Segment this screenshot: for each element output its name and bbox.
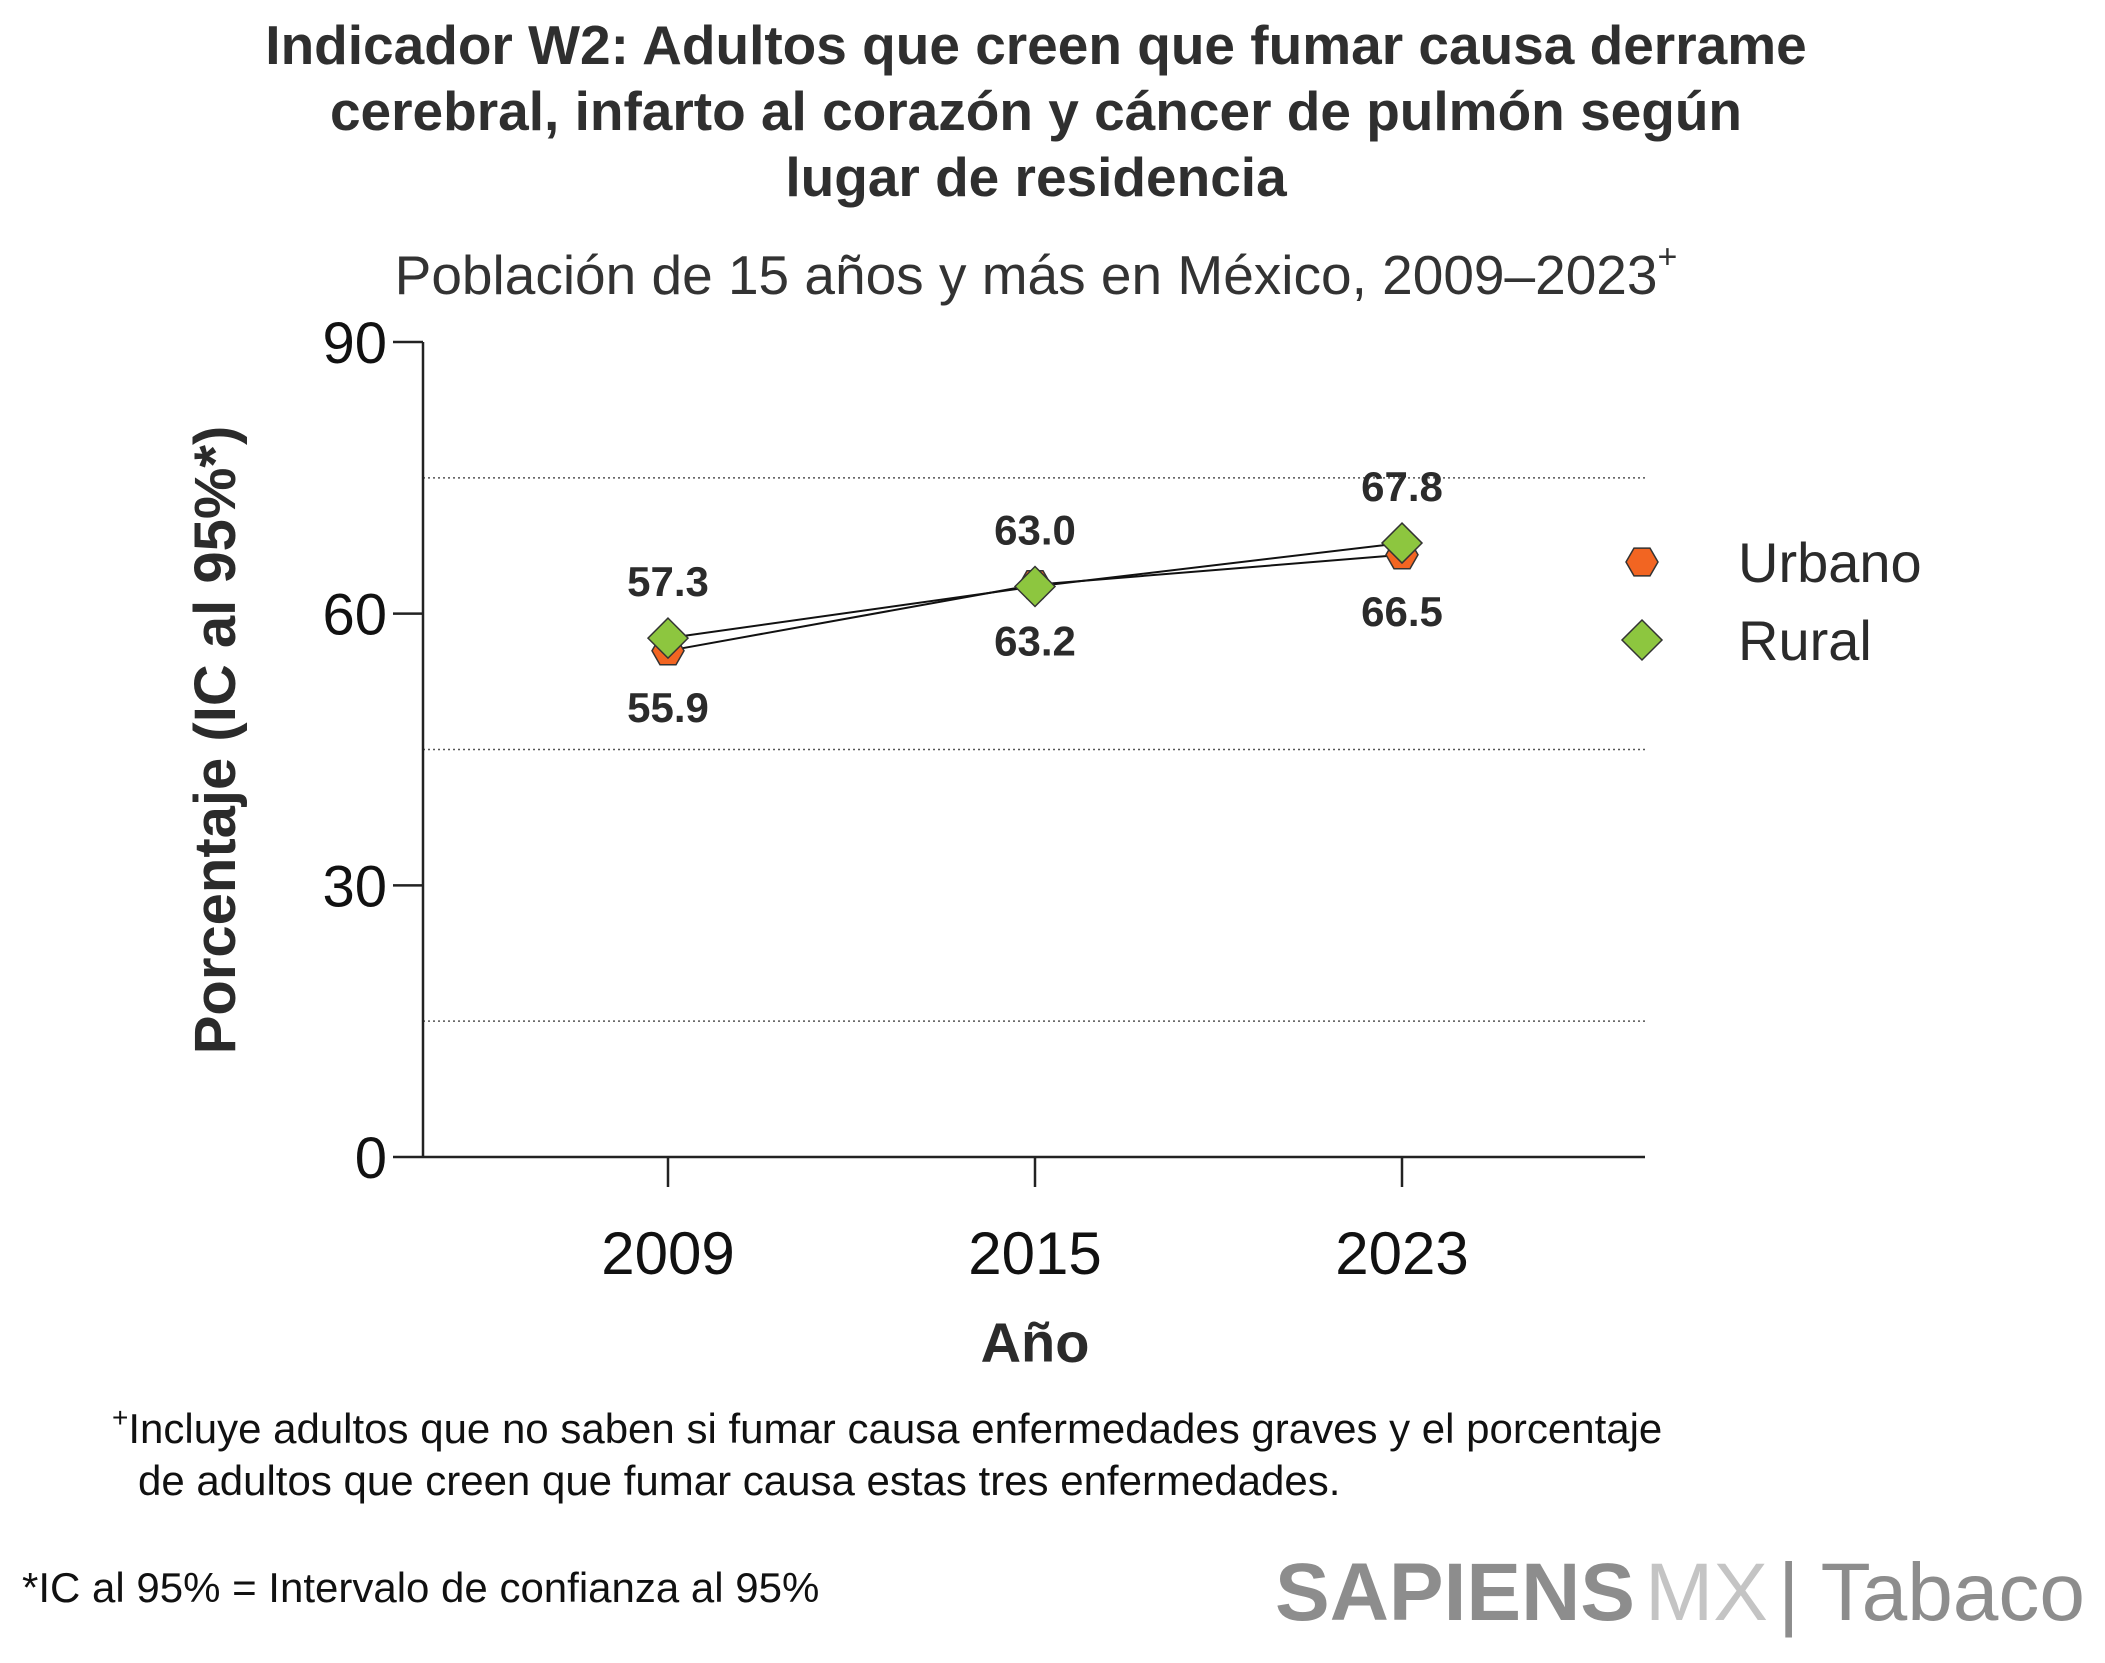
data-label-rural: 63.0 <box>994 507 1076 554</box>
legend-marker-rural <box>1620 618 1664 662</box>
data-label-urbano: 55.9 <box>627 684 709 731</box>
x-axis-title: Año <box>981 1311 1090 1374</box>
y-tick-label: 0 <box>355 1126 387 1191</box>
footnote-plus-line-2: de adultos que creen que fumar causa est… <box>138 1457 1341 1504</box>
subtitle-mark: + <box>1657 238 1678 276</box>
brand-mx: MX <box>1645 1547 1768 1638</box>
data-point-rural <box>646 617 690 660</box>
x-tick-label: 2023 <box>1335 1220 1468 1287</box>
footnote-plus-line-1: Incluye adultos que no saben si fumar ca… <box>128 1405 1663 1452</box>
data-point-rural <box>1013 565 1057 608</box>
data-label-urbano: 66.5 <box>1361 588 1443 635</box>
brand-section: | Tabaco <box>1778 1547 2086 1638</box>
title-line-3: lugar de residencia <box>785 146 1287 208</box>
data-label-rural: 67.8 <box>1361 463 1443 510</box>
y-tick-label: 90 <box>322 311 387 376</box>
title-line-1: Indicador W2: Adultos que creen que fuma… <box>265 14 1807 76</box>
data-point-rural <box>1380 521 1424 565</box>
chart-subtitle: Población de 15 años y más en México, 20… <box>0 224 2072 308</box>
footnote-ci: *IC al 95% = Intervalo de confianza al 9… <box>22 1564 820 1611</box>
y-tick-label: 60 <box>322 583 387 648</box>
data-label-rural: 57.3 <box>627 558 709 605</box>
legend-label-rural: Rural <box>1738 609 1872 672</box>
x-tick-label: 2015 <box>968 1220 1101 1287</box>
brand-logo: SAPIENS MX | Tabaco <box>1275 1545 2085 1641</box>
chart-title: Indicador W2: Adultos que creen que fuma… <box>0 12 2072 210</box>
footnote-plus-mark: + <box>112 1402 129 1433</box>
title-line-2: cerebral, infarto al corazón y cáncer de… <box>329 80 1743 142</box>
legend-label-urbano: Urbano <box>1738 531 1922 594</box>
y-axis-title: Porcentaje (IC al 95%*) <box>183 426 248 1055</box>
subtitle-text: Población de 15 años y más en México, 20… <box>394 244 1658 306</box>
legend-marker-urbano <box>1625 547 1659 577</box>
x-tick-label: 2009 <box>601 1220 734 1287</box>
footnote-plus: +Incluye adultos que no saben si fumar c… <box>112 1392 1662 1507</box>
y-tick-label: 30 <box>322 854 387 919</box>
data-label-urbano: 63.2 <box>994 618 1076 665</box>
brand-sapiens: SAPIENS <box>1275 1547 1635 1638</box>
